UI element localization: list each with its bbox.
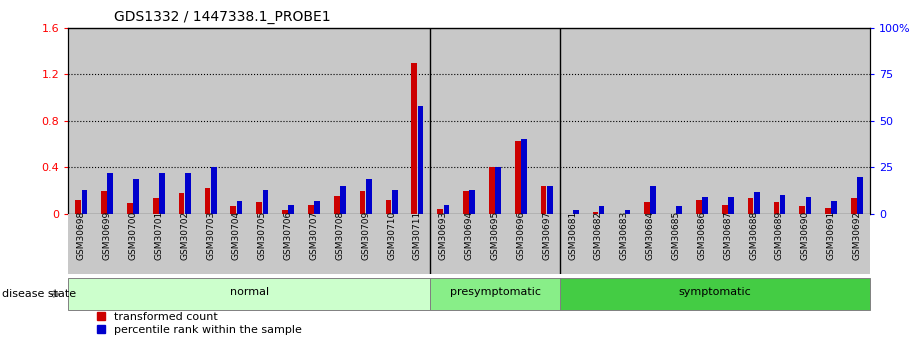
Bar xyxy=(805,197,812,214)
Bar xyxy=(766,28,793,214)
Bar xyxy=(256,202,262,214)
Bar xyxy=(172,28,198,214)
Bar xyxy=(748,198,753,214)
Bar xyxy=(392,190,397,214)
Bar xyxy=(237,201,242,214)
Bar xyxy=(728,197,733,214)
Bar xyxy=(547,186,553,214)
Bar xyxy=(496,167,501,214)
Bar xyxy=(611,28,638,214)
Bar xyxy=(625,210,630,214)
Bar xyxy=(800,206,805,214)
Bar xyxy=(663,28,689,214)
Bar xyxy=(508,28,534,214)
Bar xyxy=(644,202,650,214)
Bar xyxy=(412,62,417,214)
Bar xyxy=(385,200,392,214)
Text: normal: normal xyxy=(230,287,269,297)
FancyBboxPatch shape xyxy=(559,278,870,310)
Bar xyxy=(275,28,301,214)
Bar xyxy=(185,173,190,214)
Bar xyxy=(159,173,165,214)
Bar xyxy=(301,28,327,214)
Bar xyxy=(559,28,586,214)
Bar xyxy=(702,197,708,214)
Bar xyxy=(289,205,294,214)
Bar xyxy=(250,28,275,214)
Bar xyxy=(844,28,870,214)
Bar xyxy=(334,196,340,214)
Bar xyxy=(741,28,766,214)
Bar xyxy=(223,28,250,214)
Bar xyxy=(793,28,818,214)
Bar xyxy=(599,206,604,214)
Bar xyxy=(404,28,430,214)
Bar xyxy=(469,190,476,214)
Bar xyxy=(418,106,424,214)
Bar xyxy=(521,139,527,214)
Bar xyxy=(592,211,599,214)
Bar xyxy=(851,198,857,214)
Bar xyxy=(534,28,559,214)
Bar xyxy=(327,28,353,214)
Bar xyxy=(689,28,715,214)
Bar xyxy=(482,28,508,214)
Bar xyxy=(76,200,81,214)
Bar xyxy=(825,208,831,214)
Text: presymptomatic: presymptomatic xyxy=(449,287,540,297)
Bar xyxy=(773,202,779,214)
Bar xyxy=(360,190,365,214)
Bar xyxy=(179,193,184,214)
Bar xyxy=(696,200,701,214)
Bar xyxy=(107,173,113,214)
Bar xyxy=(515,140,520,214)
Bar xyxy=(818,28,844,214)
Bar xyxy=(754,191,760,214)
Bar xyxy=(586,28,611,214)
Bar xyxy=(444,205,449,214)
Bar xyxy=(456,28,482,214)
Bar xyxy=(437,209,443,214)
Bar xyxy=(120,28,146,214)
Bar xyxy=(230,206,236,214)
Bar xyxy=(430,28,456,214)
Text: GDS1332 / 1447338.1_PROBE1: GDS1332 / 1447338.1_PROBE1 xyxy=(114,10,331,24)
FancyBboxPatch shape xyxy=(68,278,430,310)
Bar xyxy=(353,28,379,214)
Bar xyxy=(463,190,469,214)
Legend: transformed count, percentile rank within the sample: transformed count, percentile rank withi… xyxy=(92,307,307,339)
Bar xyxy=(210,167,217,214)
FancyBboxPatch shape xyxy=(430,278,559,310)
Bar xyxy=(308,205,313,214)
Bar xyxy=(573,210,578,214)
Bar xyxy=(780,195,785,214)
Bar xyxy=(127,204,133,214)
Text: disease state: disease state xyxy=(2,289,76,299)
Bar xyxy=(832,201,837,214)
Bar xyxy=(715,28,741,214)
Bar xyxy=(314,201,320,214)
Bar xyxy=(153,198,159,214)
Bar xyxy=(262,190,268,214)
Bar xyxy=(650,186,656,214)
Text: symptomatic: symptomatic xyxy=(679,287,752,297)
Bar xyxy=(676,206,682,214)
Bar xyxy=(638,28,663,214)
Bar xyxy=(94,28,120,214)
Bar xyxy=(541,186,547,214)
Bar xyxy=(489,167,495,214)
Bar xyxy=(340,186,346,214)
Bar xyxy=(379,28,404,214)
Bar xyxy=(722,205,728,214)
Bar xyxy=(282,210,288,214)
Bar xyxy=(101,190,107,214)
Bar xyxy=(133,178,138,214)
Bar xyxy=(205,188,210,214)
Bar xyxy=(146,28,172,214)
Bar xyxy=(198,28,223,214)
Bar xyxy=(68,28,94,214)
Bar xyxy=(857,177,863,214)
Bar xyxy=(366,178,372,214)
Bar xyxy=(81,190,87,214)
